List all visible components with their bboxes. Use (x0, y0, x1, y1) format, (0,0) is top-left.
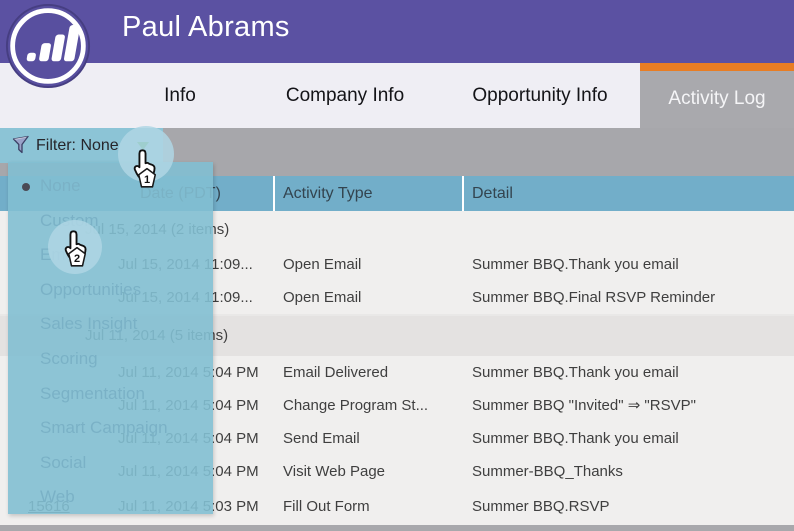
filter-dropdown-menu (8, 162, 213, 514)
tab-info[interactable]: Info (164, 85, 196, 106)
column-divider (462, 176, 464, 211)
cell-activity-type: Visit Web Page (283, 463, 386, 480)
cell-activity-type: Open Email (283, 289, 362, 306)
step-badge-2: 2 (66, 246, 88, 273)
cell-activity-type: Send Email (283, 430, 360, 447)
cell-activity-type: Fill Out Form (283, 498, 370, 515)
selected-item-bullet-icon (22, 183, 30, 191)
cell-activity-type: Change Program St... (283, 397, 429, 414)
cell-activity-type: Open Email (283, 256, 362, 273)
tab-activity-log[interactable]: Activity Log (640, 63, 794, 128)
tab-company-info[interactable]: Company Info (285, 85, 405, 106)
filter-label: Filter: None (36, 137, 119, 154)
cell-detail: Summer BBQ.Final RSVP Reminder (472, 289, 716, 306)
step-badge-1: 1 (136, 167, 158, 194)
column-header-detail[interactable]: Detail (472, 185, 513, 202)
page-title: Paul Abrams (122, 11, 290, 43)
svg-text:1: 1 (144, 174, 150, 186)
header: Paul Abrams (0, 0, 794, 63)
cell-detail: Summer BBQ.Thank you email (472, 430, 679, 447)
bottom-scrollbar-track[interactable] (0, 525, 794, 531)
marketo-logo-icon (5, 3, 91, 89)
cell-detail: Summer BBQ.Thank you email (472, 256, 679, 273)
column-divider (273, 176, 275, 211)
funnel-icon (11, 135, 31, 161)
cell-detail: Summer BBQ.Thank you email (472, 364, 679, 381)
cell-activity-type: Email Delivered (283, 364, 389, 381)
column-header-activity-type[interactable]: Activity Type (283, 185, 373, 202)
cell-detail: Summer BBQ "Invited" ⇒ "RSVP" (472, 397, 696, 414)
cell-detail: Summer-BBQ_Thanks (472, 463, 623, 480)
tab-opportunity-info[interactable]: Opportunity Info (472, 85, 608, 106)
svg-text:2: 2 (74, 253, 80, 265)
cell-detail: Summer BBQ.RSVP (472, 498, 610, 515)
